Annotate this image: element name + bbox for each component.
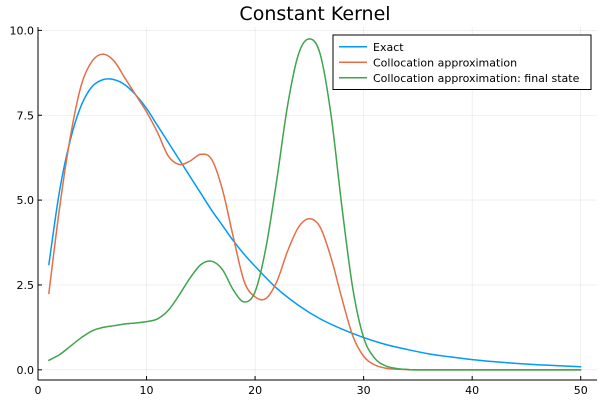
legend-label-1: Collocation approximation <box>373 56 517 69</box>
y-tick-label-3: 7.5 <box>17 109 35 122</box>
series-layer <box>48 38 582 371</box>
x-tick-label-0: 0 <box>35 384 42 397</box>
y-tick-label-1: 2.5 <box>17 279 35 292</box>
axis-layer: 0 10 20 30 40 50 0.0 2.5 5.0 7.5 10.0 <box>10 24 597 397</box>
legend-label-0: Exact <box>373 41 404 54</box>
legend-box <box>332 34 592 90</box>
grid-layer <box>37 27 597 380</box>
x-tick-label-1: 10 <box>140 384 154 397</box>
y-tick-label-0: 0.0 <box>17 364 35 377</box>
series-line-2 <box>48 38 582 371</box>
legend-label-2: Collocation approximation: final state <box>373 72 580 85</box>
x-tick-label-3: 30 <box>357 384 371 397</box>
series-line-0 <box>48 78 582 368</box>
x-tick-label-5: 50 <box>574 384 588 397</box>
legend: Exact Collocation approximation Collocatio… <box>332 34 592 90</box>
y-tick-label-2: 5.0 <box>17 194 35 207</box>
x-tick-label-2: 20 <box>248 384 262 397</box>
y-tick-label-4: 10.0 <box>10 24 35 37</box>
x-tick-label-4: 40 <box>465 384 479 397</box>
chart-title: Constant Kernel <box>239 3 390 25</box>
series-line-1 <box>48 53 582 371</box>
